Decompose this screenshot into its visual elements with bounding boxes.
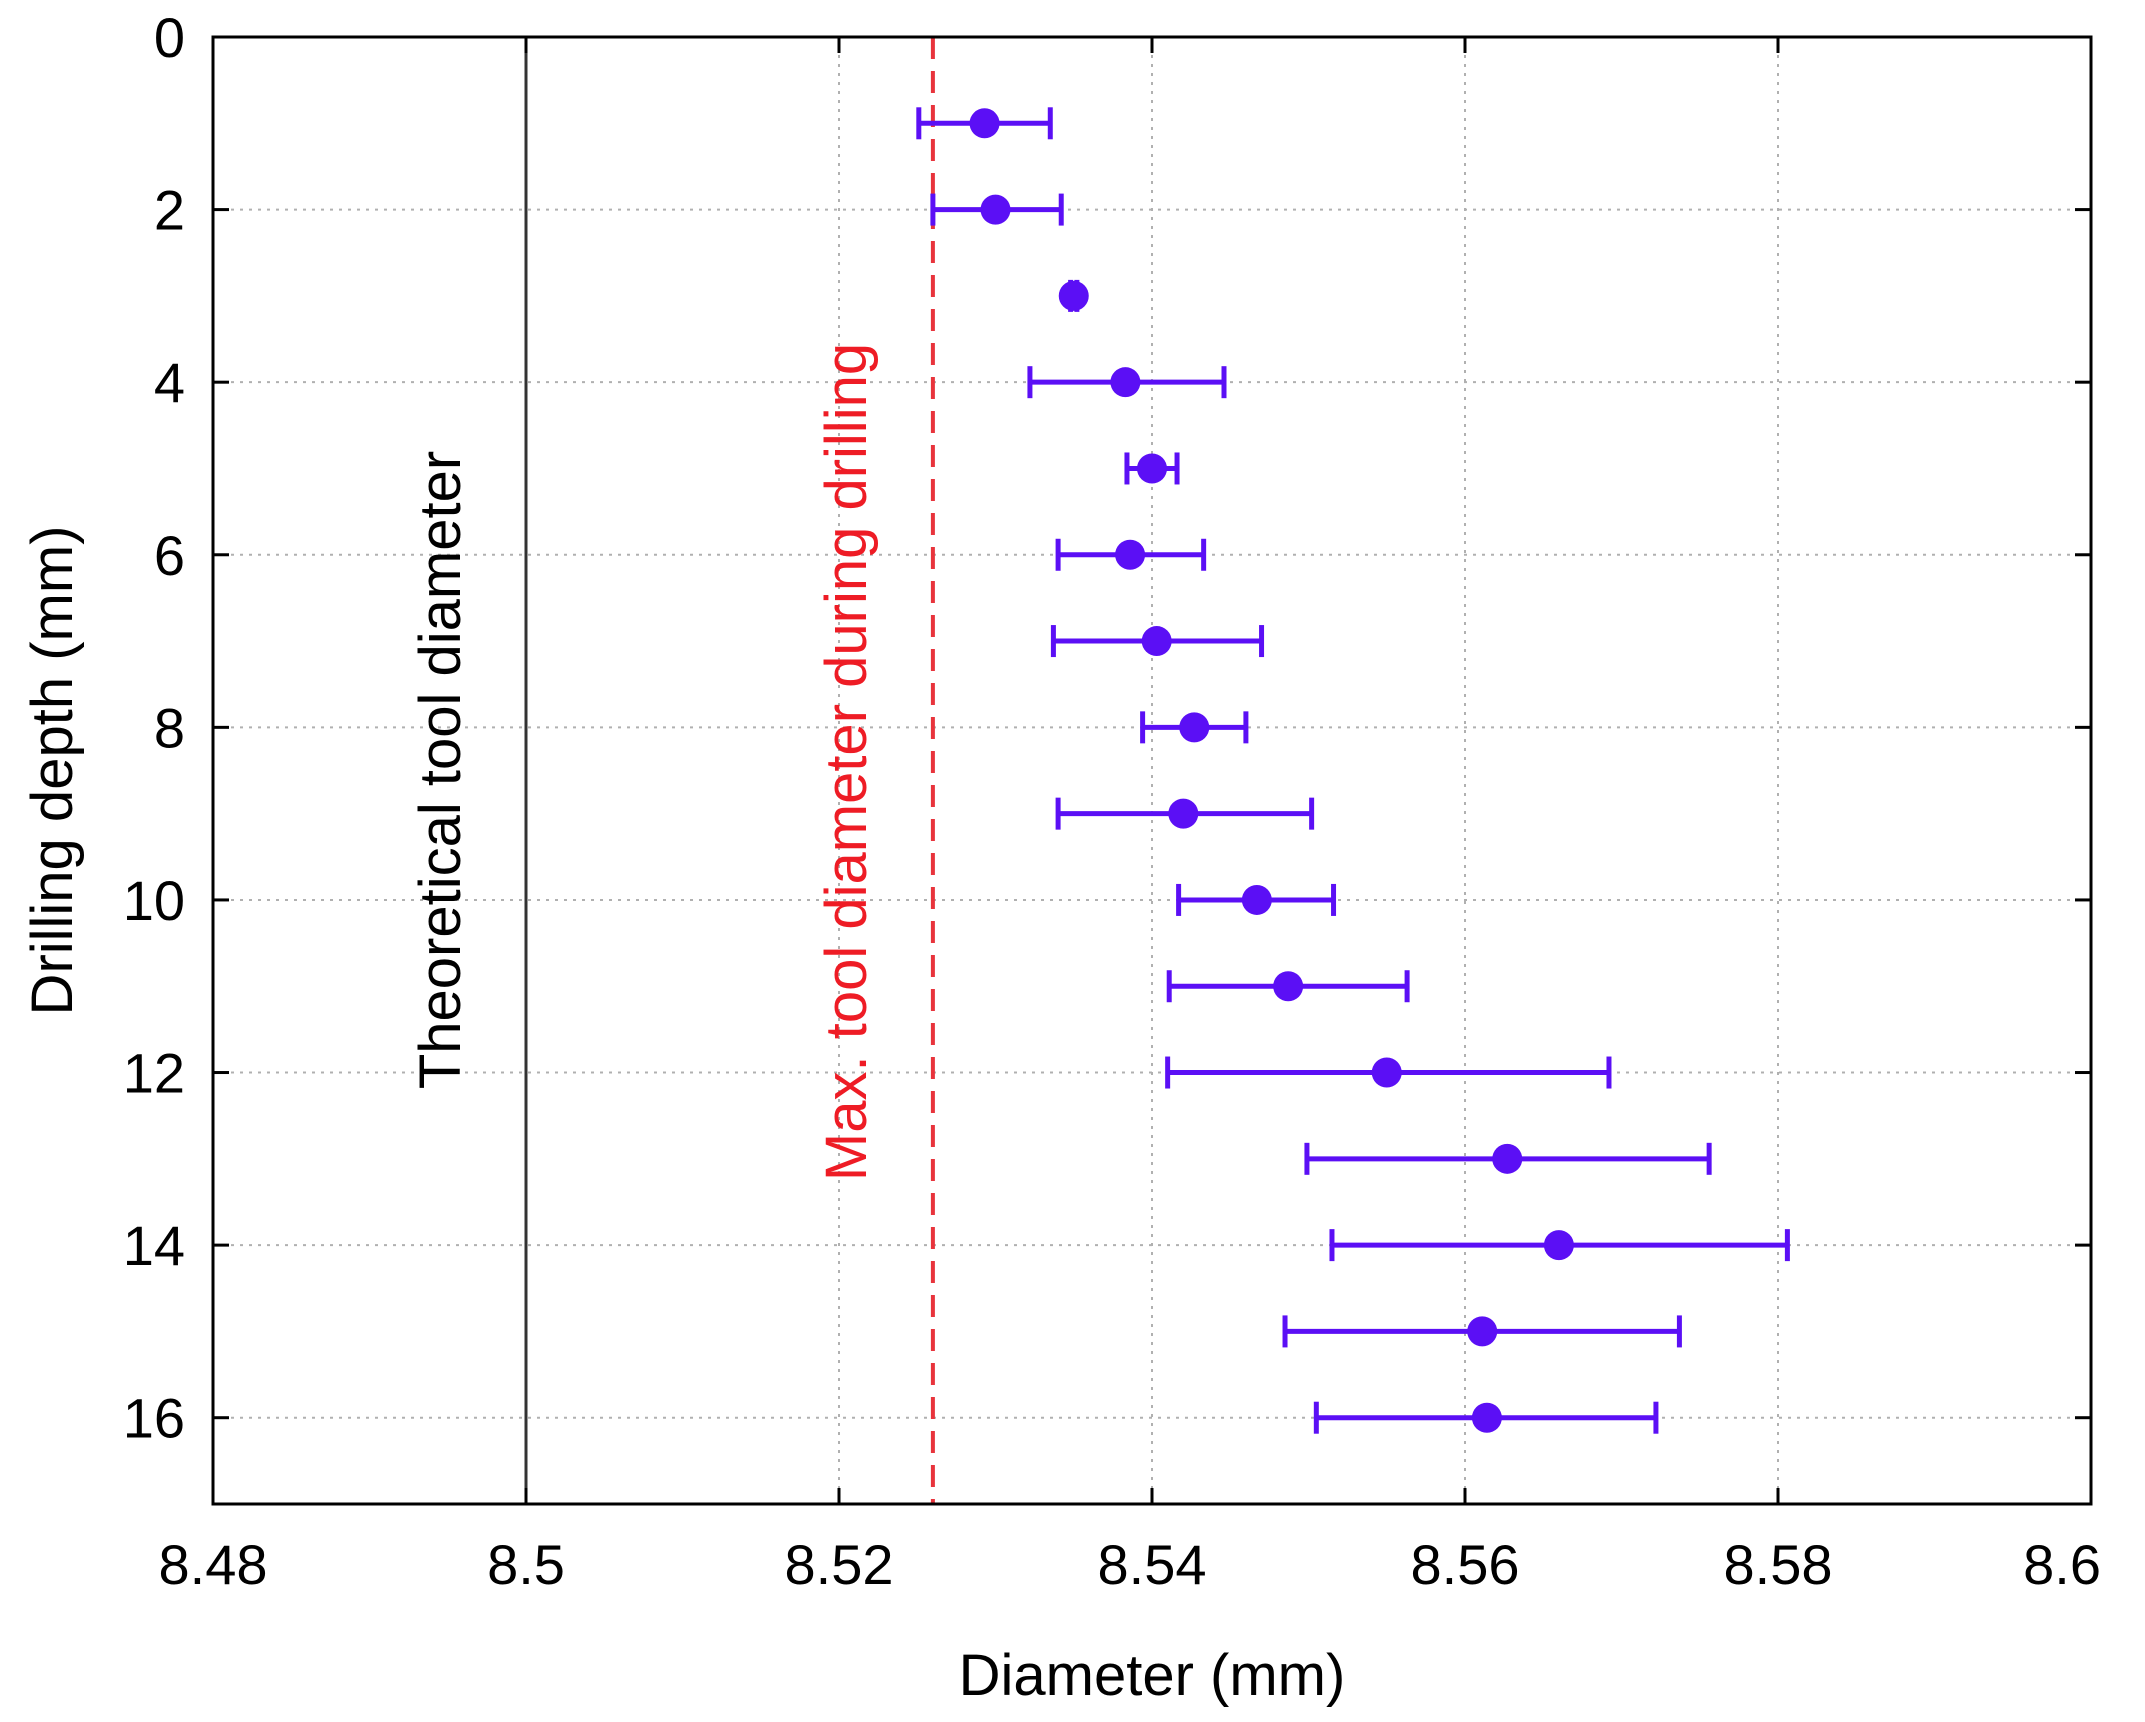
data-point — [1543, 1230, 1574, 1261]
axis-ticks — [211, 35, 2093, 1504]
data-points — [916, 107, 1790, 1434]
y-tick-label: 6 — [154, 524, 185, 587]
y-tick-label: 10 — [123, 869, 185, 932]
data-point-group — [1304, 1142, 1712, 1175]
data-point-group — [1050, 625, 1265, 658]
reference-lines — [524, 37, 935, 1504]
data-point — [1137, 453, 1167, 484]
max-diameter-annotation: Max. tool diameter during drilling — [814, 343, 879, 1181]
data-point-group — [1140, 711, 1249, 744]
y-tick-label: 2 — [154, 179, 185, 242]
x-tick-label: 8.54 — [1098, 1533, 1207, 1596]
x-tick-label: 8.52 — [785, 1533, 894, 1596]
data-point-group — [1055, 538, 1207, 571]
data-point — [1492, 1143, 1523, 1174]
data-point-group — [930, 193, 1064, 226]
data-point — [1115, 539, 1146, 570]
y-tick-labels: 0 2 4 6 8 10 12 14 16 — [123, 6, 185, 1450]
data-point-group — [1282, 1315, 1682, 1348]
data-point — [1371, 1057, 1402, 1088]
x-tick-labels: 8.48 8.5 8.52 8.54 8.56 8.58 8.6 — [159, 1533, 2102, 1596]
data-point — [1241, 884, 1272, 915]
data-point — [1110, 367, 1141, 398]
data-point — [1467, 1316, 1498, 1347]
x-tick-label: 8.48 — [159, 1533, 268, 1596]
y-tick-label: 12 — [123, 1042, 185, 1105]
data-point-group — [1165, 1056, 1612, 1089]
data-point-group — [916, 107, 1053, 140]
x-axis-title: Diameter (mm) — [959, 1643, 1346, 1708]
data-point — [1168, 798, 1199, 829]
data-point — [1058, 280, 1089, 311]
theoretical-diameter-annotation: Theoretical tool diameter — [408, 451, 473, 1089]
y-tick-label: 4 — [154, 351, 185, 414]
data-point — [1179, 712, 1210, 743]
x-tick-label: 8.5 — [487, 1533, 565, 1596]
x-tick-label: 8.56 — [1411, 1533, 1520, 1596]
x-tick-label: 8.6 — [2023, 1533, 2101, 1596]
data-point — [1273, 971, 1304, 1002]
y-tick-label: 16 — [123, 1387, 185, 1450]
data-point-group — [1058, 279, 1089, 312]
y-tick-label: 0 — [154, 6, 185, 69]
data-point — [1141, 626, 1172, 657]
data-point-group — [1313, 1401, 1659, 1434]
data-point-group — [1329, 1229, 1790, 1262]
data-point-group — [1166, 970, 1410, 1003]
y-axis-title: Drilling depth (mm) — [20, 526, 85, 1016]
data-point — [969, 108, 1000, 139]
data-point-group — [1027, 366, 1227, 399]
y-tick-label: 8 — [154, 696, 185, 759]
y-tick-label: 14 — [123, 1214, 185, 1277]
data-point-group — [1055, 797, 1315, 830]
data-point-group — [1176, 883, 1337, 916]
data-point-group — [1124, 452, 1180, 485]
data-point — [980, 194, 1011, 225]
x-tick-label: 8.58 — [1724, 1533, 1833, 1596]
data-point — [1471, 1402, 1502, 1433]
